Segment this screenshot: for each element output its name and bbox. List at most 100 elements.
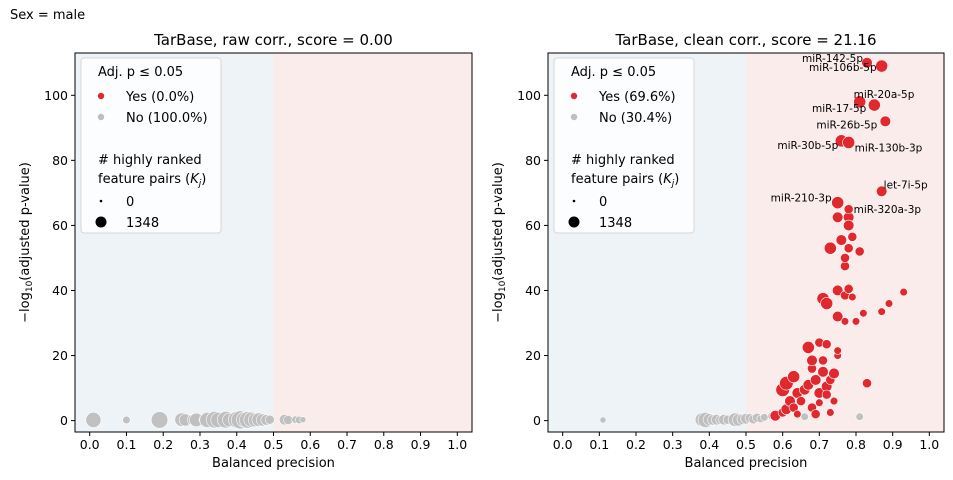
legend-size-marker-max [95, 216, 107, 228]
data-point-significant [818, 355, 828, 366]
data-point-significant [823, 241, 837, 255]
data-point-significant [843, 283, 854, 294]
data-point-significant [817, 366, 829, 378]
y-axis-label: −log10(adjusted p-value) [18, 162, 35, 323]
legend-marker-yes [97, 92, 105, 100]
y-tick-label: 60 [52, 218, 68, 233]
data-point-significant [828, 367, 840, 380]
x-tick-label: 0.5 [736, 437, 756, 452]
y-tick-label: 0 [60, 413, 68, 428]
data-point-significant [843, 219, 855, 232]
legend-size-max: 1348 [126, 216, 159, 231]
point-annotation: miR-17-5p [812, 103, 867, 115]
data-point-significant [826, 408, 835, 417]
legend-size-marker-min [572, 199, 576, 203]
data-point-nonsignificant [264, 414, 275, 425]
data-point-significant [876, 185, 888, 197]
y-tick-label: 80 [525, 153, 541, 168]
point-annotation: miR-30b-5p [777, 140, 838, 152]
data-point-significant [861, 57, 873, 69]
data-point-significant [821, 389, 832, 400]
legend-box [80, 57, 222, 234]
y-tick-label: 100 [44, 88, 68, 103]
data-point-significant [884, 299, 894, 308]
x-tick-label: 0.9 [411, 437, 431, 452]
x-tick-label: 1.0 [919, 437, 939, 452]
chart-title: TarBase, clean corr., score = 21.16 [615, 31, 877, 49]
figure-suptitle: Sex = male [10, 8, 86, 23]
legend-sig-no: No (30.4%) [599, 111, 672, 126]
data-point-significant [899, 287, 908, 297]
x-tick-label: 0.0 [553, 437, 573, 452]
legend-size-marker-min [99, 199, 103, 203]
data-point-significant [810, 409, 821, 420]
data-point-significant [851, 317, 861, 326]
data-point-significant [853, 95, 867, 109]
legend-marker-yes [570, 92, 578, 100]
data-point-significant [859, 309, 868, 318]
data-point-significant [840, 317, 850, 326]
data-point-nonsignificant [85, 412, 102, 428]
legend-size-max: 1348 [599, 216, 632, 231]
data-point-significant [875, 59, 889, 73]
point-annotation: miR-210-3p [771, 193, 832, 205]
x-tick-label: 0.9 [883, 437, 903, 452]
x-tick-label: 0.7 [809, 437, 829, 452]
data-point-significant [862, 378, 872, 389]
data-point-significant [832, 284, 844, 297]
data-point-significant [787, 370, 801, 384]
point-annotation: miR-20a-5p [854, 89, 915, 101]
data-point-significant [840, 261, 850, 271]
x-tick-label: 0.8 [846, 437, 866, 452]
legend-sig-no: No (100.0%) [126, 111, 208, 126]
legend-marker-no [97, 113, 105, 121]
data-point-significant [832, 310, 844, 323]
x-tick-label: 0.4 [699, 437, 719, 452]
x-tick-label: 0.5 [264, 437, 284, 452]
y-tick-label: 40 [52, 283, 68, 298]
data-point-significant [820, 297, 834, 310]
data-point-significant [833, 346, 842, 355]
data-point-significant [848, 292, 857, 302]
y-tick-label: 80 [52, 153, 68, 168]
legend-sig-title: Adj. p ≤ 0.05 [98, 65, 183, 80]
x-tick-label: 0.3 [190, 437, 210, 452]
data-point-significant [847, 231, 858, 242]
data-point-significant [867, 98, 881, 112]
data-point-significant [801, 341, 815, 354]
point-annotation: miR-106b-5p [809, 62, 877, 74]
data-point-significant [831, 196, 845, 210]
data-point-nonsignificant [150, 411, 169, 429]
data-point-significant [806, 354, 818, 367]
legend-marker-no [570, 113, 578, 121]
chart-panel-1: 0.0 0.1 0.2 0.3 0.4 0.5 0.6 0.7 0.8 0.9 1.0 0 20 40 60… [18, 31, 473, 471]
x-tick-label: 0.6 [773, 437, 793, 452]
x-tick-label: 1.0 [447, 437, 467, 452]
legend-size-min: 0 [126, 195, 134, 210]
y-tick-label: 60 [525, 218, 541, 233]
y-tick-label: 0 [533, 413, 541, 428]
data-point-significant [854, 246, 865, 257]
legend-size-title-line1: # highly ranked [571, 153, 675, 168]
data-point-significant [835, 234, 847, 246]
data-point-significant [796, 396, 806, 406]
x-tick-label: 0.1 [589, 437, 609, 452]
data-point-nonsignificant [599, 416, 607, 424]
legend-size-title-line2: feature pairs (Kj) [98, 172, 206, 189]
point-annotation: miR-320a-3p [854, 204, 922, 216]
data-point-significant [879, 115, 891, 127]
y-tick-label: 40 [525, 283, 541, 298]
data-point-nonsignificant [760, 413, 769, 422]
data-point-nonsignificant [855, 412, 864, 421]
legend-sig-yes: Yes (0.0%) [125, 90, 194, 105]
data-point-significant [877, 307, 886, 316]
point-annotation: miR-130b-3p [855, 142, 923, 154]
legend-box [553, 57, 695, 234]
legend-size-title-line2: feature pairs (Kj) [571, 172, 679, 189]
x-axis-label: Balanced precision [212, 456, 335, 471]
x-tick-label: 0.1 [117, 437, 137, 452]
data-point-nonsignificant [122, 415, 131, 425]
